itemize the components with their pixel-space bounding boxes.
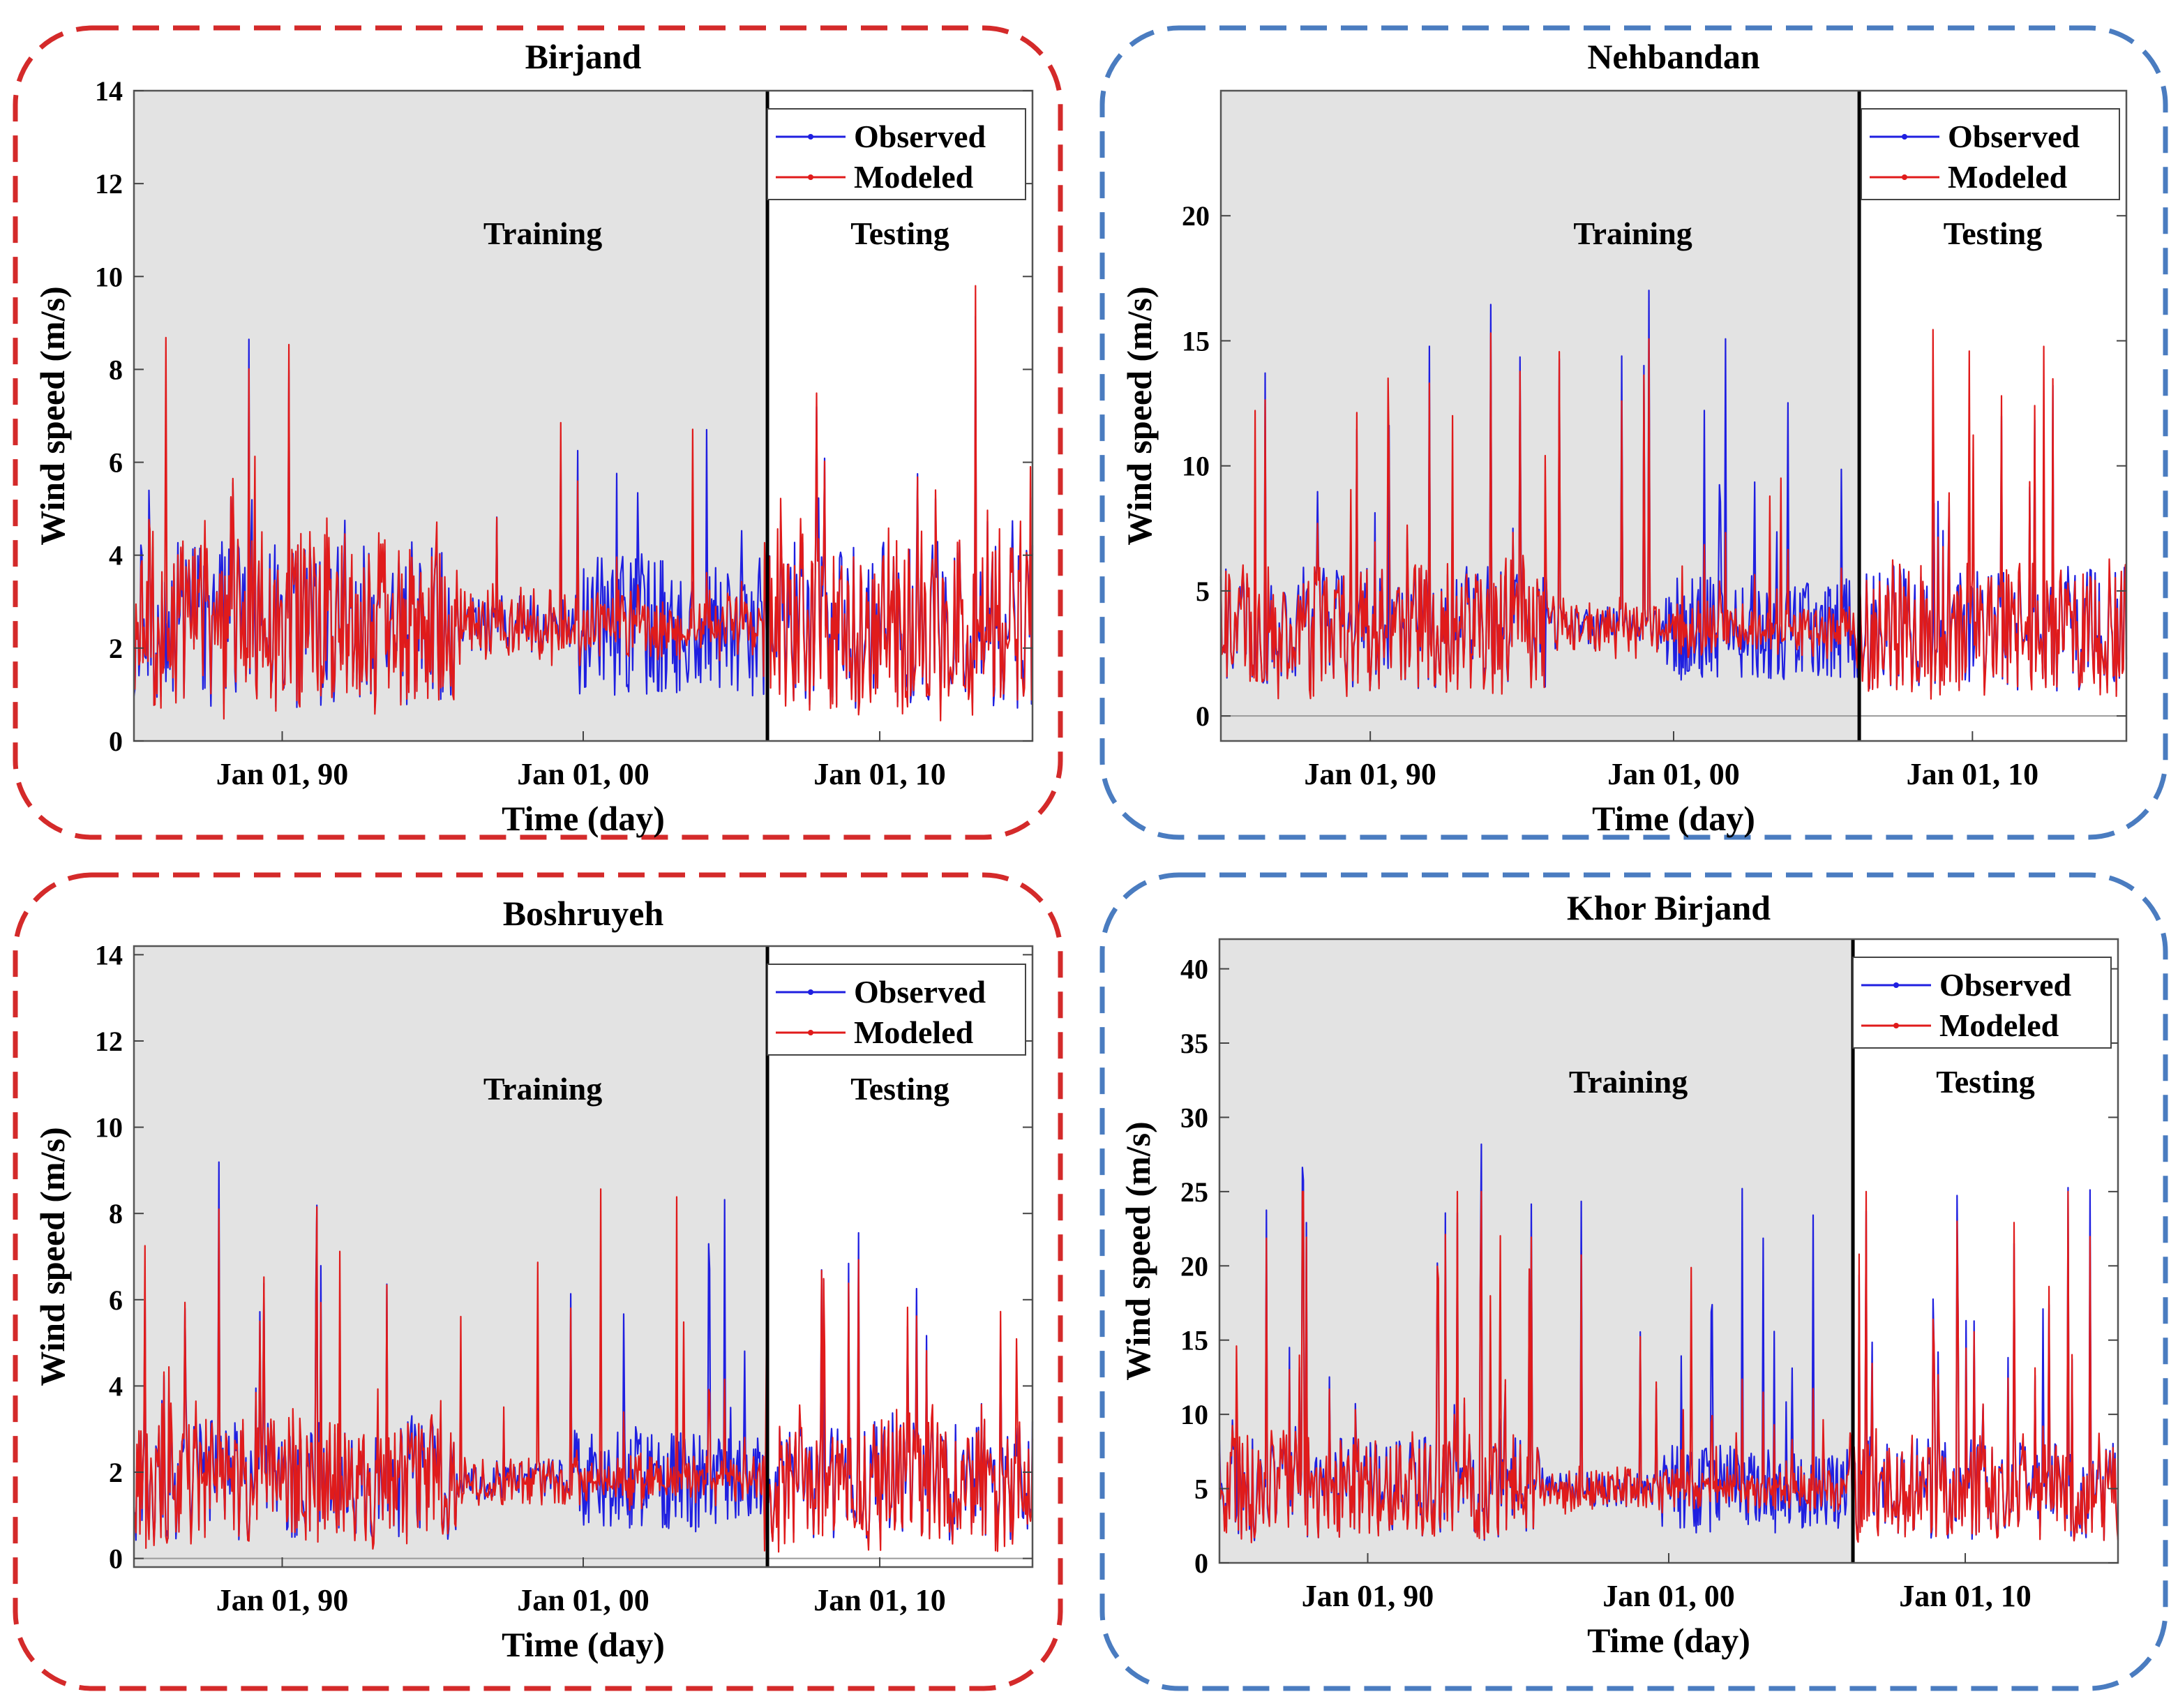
y-tick-label: 10 [95,261,123,292]
testing-label: Testing [850,216,949,251]
y-tick-label: 4 [109,540,123,571]
y-tick-label: 10 [1182,451,1210,482]
x-tick-label: Jan 01, 10 [813,1583,945,1617]
training-label: Training [1569,1064,1688,1100]
y-tick-label: 0 [1196,701,1210,732]
x-axis-label: Time (day) [502,799,665,838]
y-tick-label: 12 [95,168,123,200]
y-tick-label: 15 [1180,1325,1208,1356]
x-tick-label: Jan 01, 90 [1304,757,1436,791]
x-tick-label: Jan 01, 10 [1907,757,2038,791]
legend-modeled-marker [1902,174,1907,180]
y-tick-label: 5 [1196,576,1210,607]
y-tick-label: 25 [1180,1176,1208,1208]
x-tick-label: Jan 01, 00 [1602,1579,1734,1613]
legend-modeled-marker [808,174,813,180]
series-modeled-line [1218,1190,2119,1543]
legend-box [1852,957,2112,1049]
x-tick-label: Jan 01, 90 [216,757,348,791]
y-tick-label: 10 [1180,1399,1208,1430]
chart-title: Boshruyeh [503,894,664,933]
y-tick-label: 6 [109,447,123,479]
legend-observed-label: Observed [1948,119,2080,154]
legend-modeled-label: Modeled [854,159,974,195]
chart-title: Birjand [525,37,642,76]
chart-panel-2: 0 5 10 15 20 Jan 01, 90 Jan 01, 00 Jan 01, 10 Ne… [1099,25,2168,840]
y-tick-label: 14 [95,75,123,107]
chart-title: Nehbandan [1587,37,1760,76]
series-modeled-line [1219,329,2128,700]
y-tick-label: 2 [109,1457,123,1488]
testing-label: Testing [1944,216,2042,251]
y-tick-label: 2 [109,633,123,664]
legend-box [767,108,1026,200]
y-axis-label: Wind speed (m/s) [33,286,72,545]
y-tick-label: 0 [109,726,123,757]
x-axis-label: Time (day) [502,1625,665,1664]
panel-frame [13,25,1063,840]
legend-observed-label: Observed [1939,967,2072,1003]
y-tick-label: 35 [1180,1028,1208,1059]
y-tick-label: 12 [95,1026,123,1057]
chart-title: Khor Birjand [1567,888,1771,927]
legend-modeled-marker [808,1030,813,1035]
x-tick-label: Jan 01, 00 [517,757,649,791]
y-tick-label: 6 [109,1284,123,1316]
x-axis-label: Time (day) [1592,799,1755,838]
y-tick-label: 0 [1194,1548,1208,1579]
x-axis-label: Time (day) [1587,1621,1750,1660]
series-modeled-line [133,285,1034,721]
legend-observed-label: Observed [854,974,986,1010]
legend-modeled-label: Modeled [1948,159,2068,195]
y-axis-label: Wind speed (m/s) [33,1127,72,1386]
legend-observed-marker [1893,982,1899,988]
y-tick-label: 8 [109,1198,123,1229]
testing-label: Testing [1936,1064,2034,1100]
x-tick-label: Jan 01, 10 [1899,1579,2031,1613]
training-label: Training [1573,216,1692,251]
panel-frame [13,872,1063,1691]
y-axis-label: Wind speed (m/s) [1118,1121,1157,1380]
legend-observed-marker [808,989,813,995]
chart-panel-1: 0 2 4 6 8 10 12 14 Jan 01, 90 Jan 01, 00 Jan 01, 1… [13,25,1063,840]
testing-label: Testing [850,1071,949,1107]
y-tick-label: 10 [95,1112,123,1144]
panel-frame [1099,872,2168,1691]
x-tick-label: Jan 01, 10 [813,757,945,791]
y-tick-label: 8 [109,354,123,385]
y-tick-label: 5 [1194,1474,1208,1505]
x-tick-label: Jan 01, 00 [1607,757,1739,791]
y-axis-label: Wind speed (m/s) [1120,286,1159,545]
x-tick-label: Jan 01, 90 [1302,1579,1434,1613]
legend-observed-marker [1902,134,1907,140]
legend-observed-label: Observed [854,119,986,154]
legend-modeled-marker [1893,1023,1899,1028]
training-label: Training [483,216,602,251]
y-tick-label: 20 [1180,1250,1208,1282]
x-tick-label: Jan 01, 00 [517,1583,649,1617]
y-tick-label: 15 [1182,325,1210,357]
y-tick-label: 4 [109,1370,123,1402]
training-label: Training [483,1071,602,1107]
panel-frame [1099,25,2168,840]
legend-modeled-label: Modeled [854,1014,974,1050]
y-tick-label: 30 [1180,1102,1208,1133]
x-tick-label: Jan 01, 90 [216,1583,348,1617]
legend-observed-marker [808,134,813,140]
legend-box [1861,108,2120,200]
y-tick-label: 14 [95,939,123,971]
legend-box [767,964,1026,1056]
chart-panel-4: 0 5 10 15 20 25 30 35 40 Jan 01, 90 Jan 01, 00 Jan … [1099,872,2168,1691]
chart-panel-3: 0 2 4 6 8 10 12 14 Jan 01, 90 Jan 01, 00 Jan 01, 1… [13,872,1063,1691]
y-tick-label: 20 [1182,200,1210,232]
y-tick-label: 0 [109,1543,123,1575]
y-tick-label: 40 [1180,954,1208,985]
series-modeled-line [133,1188,1034,1553]
legend-modeled-label: Modeled [1939,1007,2059,1043]
